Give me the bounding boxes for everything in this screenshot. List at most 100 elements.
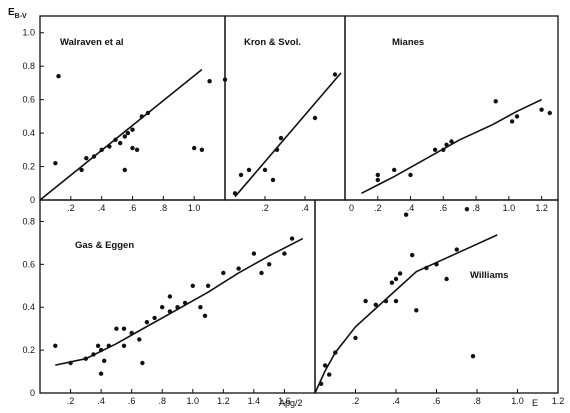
gas-eggen-xtick-label: .8 <box>158 396 166 406</box>
williams-data-point <box>383 298 389 304</box>
panel-williams-title: Williams <box>470 270 508 281</box>
williams-data-point <box>373 302 378 307</box>
williams-data-point <box>424 265 429 271</box>
gas-eggen-data-point <box>205 283 211 288</box>
walraven-xtick-label: .4 <box>98 203 106 213</box>
walraven-data-point <box>99 147 104 152</box>
mianes-xtick-label: .6 <box>440 203 448 213</box>
williams-data-point <box>403 212 409 217</box>
mianes-data-point <box>444 142 449 147</box>
gas-eggen-ytick-label: 0.6 <box>22 259 35 269</box>
williams-xtick-label: .4 <box>392 396 400 406</box>
mianes-data-point <box>539 107 544 112</box>
williams-xtick-label: .6 <box>433 396 441 406</box>
walraven-data-point <box>134 147 140 152</box>
gas-eggen-xtick-label: .4 <box>97 396 105 406</box>
gas-eggen-data-point <box>175 305 180 310</box>
walraven-ytick-label: 0.4 <box>22 128 35 138</box>
mianes-data-point <box>547 110 552 116</box>
walraven-xtick-label: .8 <box>160 203 168 213</box>
kron-data-point <box>262 167 268 173</box>
walraven-ytick-label: 0.6 <box>22 95 35 105</box>
williams-data-point <box>322 363 328 368</box>
walraven-xtick-label: .6 <box>129 203 137 213</box>
gas-eggen-xtick-label: .6 <box>128 396 136 406</box>
gas-eggen-data-point <box>114 326 119 331</box>
walraven-data-point <box>91 154 97 159</box>
mianes-data-point <box>449 139 454 144</box>
gas-eggen-ytick-label: 0.2 <box>22 345 35 355</box>
panel-kron-title: Kron & Svol. <box>244 37 301 48</box>
gas-eggen-xtick-label: 1.4 <box>248 396 261 406</box>
walraven-ytick-label: 0.2 <box>22 162 35 172</box>
walraven-data-point <box>130 127 135 132</box>
gas-eggen-data-point <box>221 270 226 276</box>
williams-data-point <box>389 280 395 285</box>
walraven-data-point <box>192 145 197 151</box>
mianes-xtick-label: .4 <box>407 203 415 213</box>
walraven-data-point <box>122 167 128 173</box>
walraven-data-point <box>107 144 112 149</box>
walraven-data-point <box>122 134 128 139</box>
walraven-data-point <box>113 137 118 142</box>
gas-eggen-data-point <box>98 347 104 353</box>
panel-walraven-title: Walraven et al <box>60 37 124 48</box>
walraven-xtick-label: 1.0 <box>188 203 201 213</box>
williams-data-point <box>393 298 399 304</box>
kron-data-point <box>270 177 276 183</box>
walraven-origin-label: 0 <box>30 195 35 205</box>
gas-eggen-data-point <box>182 300 188 306</box>
gas-eggen-xtick-label: 1.6 <box>278 396 291 406</box>
gas-eggen-data-point <box>95 343 101 348</box>
kron-data-point <box>312 115 318 121</box>
gas-eggen-data-point <box>160 305 165 310</box>
panel-gas-eggen-frame <box>39 199 316 394</box>
panel-mianes-title: Mianes <box>392 37 424 48</box>
mianes-xtick-label: .2 <box>374 203 382 213</box>
kron-xtick-label: .4 <box>301 203 309 213</box>
williams-fit-line <box>314 234 498 394</box>
kron-data-point <box>332 72 338 77</box>
mianes-fit-line <box>361 98 542 195</box>
walraven-xtick-label: .2 <box>67 203 75 213</box>
williams-data-point <box>410 252 415 258</box>
kron-fit-line <box>234 72 342 198</box>
gas-eggen-data-point <box>167 294 173 299</box>
gas-eggen-data-point <box>152 315 157 321</box>
gas-eggen-data-point <box>282 251 287 256</box>
panel-gas-eggen-xlabel: Apg/2 <box>279 398 303 408</box>
walraven-data-point <box>118 140 123 146</box>
williams-data-point <box>434 262 439 267</box>
walraven-data-point <box>53 161 58 166</box>
williams-xtick-label: .8 <box>473 396 481 406</box>
walraven-data-point <box>130 145 135 151</box>
panel-gas-eggen-title: Gas & Eggen <box>75 240 134 251</box>
gas-eggen-data-point <box>144 320 150 325</box>
mianes-xtick-label: 1.0 <box>503 203 516 213</box>
williams-data-point <box>333 350 338 355</box>
gas-eggen-data-point <box>251 251 257 256</box>
gas-eggen-data-point <box>259 270 264 276</box>
gas-eggen-data-point <box>129 330 134 336</box>
mianes-xtick-label: .8 <box>472 203 480 213</box>
kron-data-point <box>238 172 244 178</box>
gas-eggen-data-point <box>137 337 142 342</box>
walraven-ytick-label: 1.0 <box>22 28 35 38</box>
gas-eggen-data-point <box>267 262 272 267</box>
walraven-ytick-label: 0.8 <box>22 61 35 71</box>
gas-eggen-origin-label: 0 <box>30 388 35 398</box>
williams-data-point <box>393 276 399 282</box>
kron-data-point <box>274 147 280 152</box>
williams-xtick-label: 1.0 <box>511 396 524 406</box>
kron-data-point <box>246 167 252 173</box>
gas-eggen-data-point <box>53 343 58 348</box>
mianes-data-point <box>441 147 446 152</box>
gas-eggen-fit-line <box>55 237 304 366</box>
kron-data-point <box>232 191 238 196</box>
williams-data-point <box>327 372 332 377</box>
gas-eggen-data-point <box>98 371 104 376</box>
walraven-data-point <box>139 114 144 119</box>
walraven-data-point <box>56 74 61 79</box>
mianes-data-point <box>408 172 413 178</box>
